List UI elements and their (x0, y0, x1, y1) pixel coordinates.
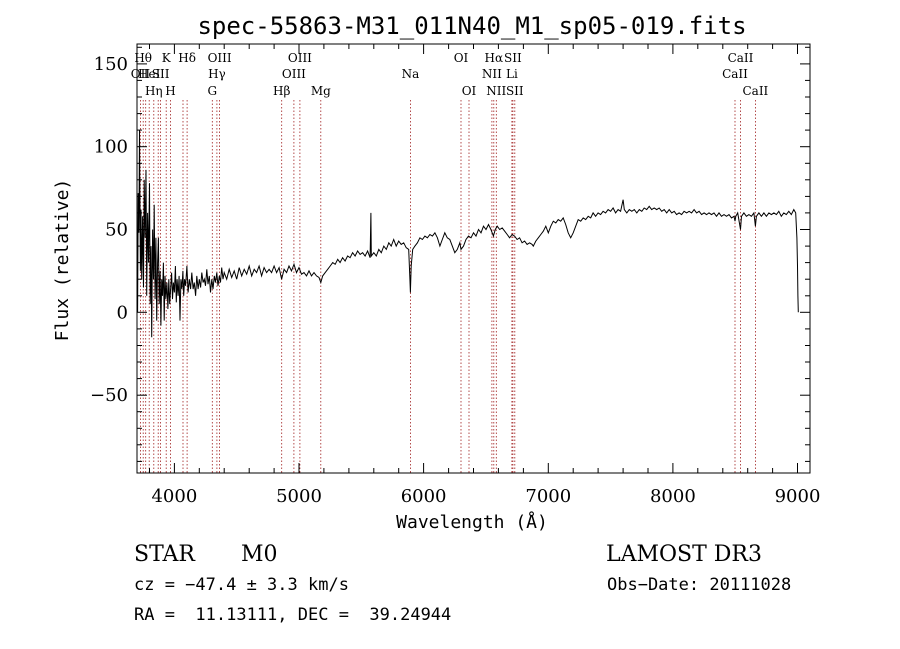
y-tick-label: −50 (90, 385, 128, 406)
subclass-label: M0 (241, 542, 278, 567)
line-label: Hβ (273, 84, 290, 98)
class-label: STAR (134, 542, 196, 567)
plot-frame (136, 43, 811, 474)
line-label: Li (506, 67, 518, 81)
redshift-text: cz = −47.4 ± 3.3 km/s (134, 575, 349, 595)
line-label: OIII (288, 51, 312, 65)
x-tick-label: 9000 (775, 486, 821, 507)
x-tick-label: 4000 (151, 486, 197, 507)
line-label: NII (482, 67, 502, 81)
y-tick-label: 150 (94, 54, 128, 75)
y-axis-label: Flux (relative) (52, 179, 73, 342)
line-label: SII (152, 67, 170, 81)
y-tick-label: 50 (105, 220, 128, 241)
survey-label: LAMOST DR3 (606, 542, 762, 567)
line-label: CaII (742, 84, 768, 98)
obs-date-text: Obs−Date: 20111028 (607, 575, 791, 595)
y-tick-label: 0 (117, 302, 128, 323)
line-label: SII (504, 51, 522, 65)
line-label: CaII (728, 51, 754, 65)
spectrum-line (137, 130, 799, 338)
line-label: Hδ (178, 51, 196, 65)
line-label: CaII (722, 67, 748, 81)
emission-line-markers (139, 100, 756, 473)
line-label: Na (402, 67, 420, 81)
line-label: OI (462, 84, 477, 98)
x-tick-label: 8000 (650, 486, 696, 507)
line-label: K (162, 51, 172, 65)
line-label: Hη (145, 84, 163, 98)
y-tick-label: 100 (94, 137, 128, 158)
line-label: OIII (208, 51, 232, 65)
line-label: OII (131, 67, 151, 81)
line-label: Mg (311, 84, 331, 98)
line-label: OIII (282, 67, 306, 81)
chart-title: spec-55863-M31_011N40_M1_sp05-019.fits (197, 12, 746, 40)
x-tick-label: 7000 (525, 486, 571, 507)
x-axis-ticks: 4000 5000 6000 7000 8000 9000 (149, 44, 821, 507)
line-label: Hα (485, 51, 504, 65)
coordinates-text: RA = 11.13111, DEC = 39.24944 (134, 605, 451, 625)
x-axis-label: Wavelength (Å) (396, 511, 548, 533)
line-label: G (208, 84, 218, 98)
line-label: Hθ (134, 51, 152, 65)
y-axis-ticks: −50 0 50 100 150 (90, 46, 810, 462)
emission-line-labels: OII Hθ HeI Hη SII K H Hδ G Hγ OIII Hβ OIII OIII Mg Na OI… (131, 51, 769, 98)
line-label: Hγ (208, 67, 226, 81)
x-tick-label: 5000 (276, 486, 322, 507)
line-label: OI (454, 51, 469, 65)
line-label: NII (486, 84, 506, 98)
line-label: H (165, 84, 175, 98)
line-label: HeI (138, 67, 161, 81)
x-tick-label: 6000 (401, 486, 447, 507)
line-label: SII (506, 84, 524, 98)
